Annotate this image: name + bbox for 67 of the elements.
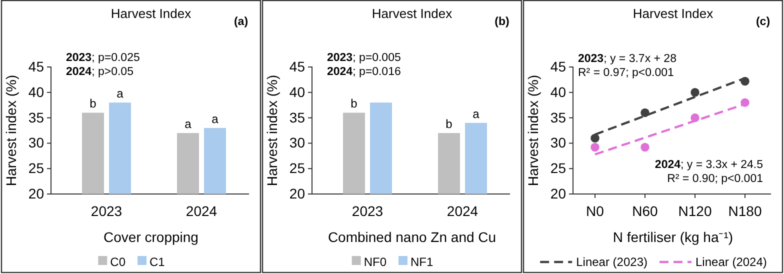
- point: [590, 142, 600, 152]
- x-tick-label: 2024: [186, 203, 218, 219]
- point: [740, 98, 750, 107]
- y-tick-label: 30: [28, 134, 44, 151]
- chart-title: Harvest Index: [372, 6, 453, 21]
- y-tick-label: 30: [550, 134, 566, 151]
- y-tick-label: 40: [289, 84, 306, 100]
- legend-label: C0: [110, 255, 126, 269]
- point: [690, 88, 700, 97]
- text: (b): [494, 16, 510, 28]
- point: [690, 113, 700, 122]
- chart-title: Harvest Index: [632, 6, 714, 21]
- legend-label: Linear (2023): [576, 255, 648, 269]
- point: [740, 76, 750, 86]
- y-tick-label: 35: [550, 109, 566, 126]
- x-axis-title: Cover cropping: [104, 229, 198, 245]
- text: (c): [756, 16, 770, 28]
- text: (a): [234, 16, 248, 28]
- x-axis-title: N fertiliser (kg ha⁻¹): [612, 229, 734, 245]
- y-axis-title: Harvest index (%): [3, 74, 19, 186]
- y-tick-label: 45: [289, 58, 306, 74]
- x-tick-label: 2024: [446, 203, 478, 219]
- point: [640, 108, 650, 118]
- chart-title: Harvest Index: [110, 6, 192, 21]
- y-tick-label: 20: [550, 185, 566, 202]
- x-tick-label: N60: [632, 203, 658, 219]
- annotation: R² = 0.97; p<0.001: [578, 67, 674, 79]
- y-tick-label: 40: [550, 84, 566, 100]
- annotation: R² = 0.90; p<0.001: [667, 173, 763, 185]
- y-tick-label: 40: [28, 84, 44, 100]
- data-label: a: [212, 112, 219, 126]
- point: [590, 134, 600, 142]
- text: 2023; p=0.005: [327, 52, 401, 64]
- y-tick-label: 20: [28, 185, 44, 202]
- data-label: a: [184, 117, 192, 132]
- y-tick-label: 25: [28, 160, 44, 176]
- y-tick-label: 35: [28, 109, 44, 126]
- x-tick-label: N0: [586, 203, 604, 219]
- data-label: b: [90, 96, 97, 111]
- legend-label: NF1: [410, 255, 434, 269]
- y-tick-label: 25: [289, 160, 306, 176]
- y-tick-label: 20: [289, 185, 306, 202]
- annotation: 2024; p=0.016: [327, 66, 401, 78]
- text: 2023; p=0.025: [66, 52, 140, 64]
- point: [640, 142, 650, 152]
- data-label: b: [446, 117, 453, 132]
- data-label: a: [116, 86, 124, 101]
- x-tick-label: 2023: [90, 203, 122, 219]
- annotation: 2024; p>0.05: [66, 66, 134, 78]
- data-label: b: [350, 96, 358, 111]
- y-tick-label: 45: [550, 58, 566, 74]
- y-axis-title: Harvest index (%): [525, 74, 541, 186]
- x-tick-label: 2023: [352, 203, 384, 219]
- x-axis-title: Combined nano Zn and Cu: [328, 229, 496, 245]
- y-axis-title: Harvest index (%): [264, 74, 280, 186]
- y-tick-label: 25: [550, 160, 566, 176]
- legend-label: NF0: [364, 255, 387, 269]
- legend-label: C1: [150, 255, 166, 269]
- y-tick-label: 45: [28, 58, 44, 74]
- text: 2023; y = 3.7x + 28: [578, 53, 676, 65]
- data-label: a: [472, 106, 480, 121]
- x-tick-label: N120: [678, 203, 712, 219]
- annotation: 2024; y = 3.3x + 24.5: [654, 159, 763, 171]
- y-tick-label: 35: [289, 109, 306, 126]
- y-tick-label: 30: [289, 134, 306, 151]
- x-tick-label: N180: [728, 203, 762, 219]
- legend-label: Linear (2024): [696, 255, 767, 269]
